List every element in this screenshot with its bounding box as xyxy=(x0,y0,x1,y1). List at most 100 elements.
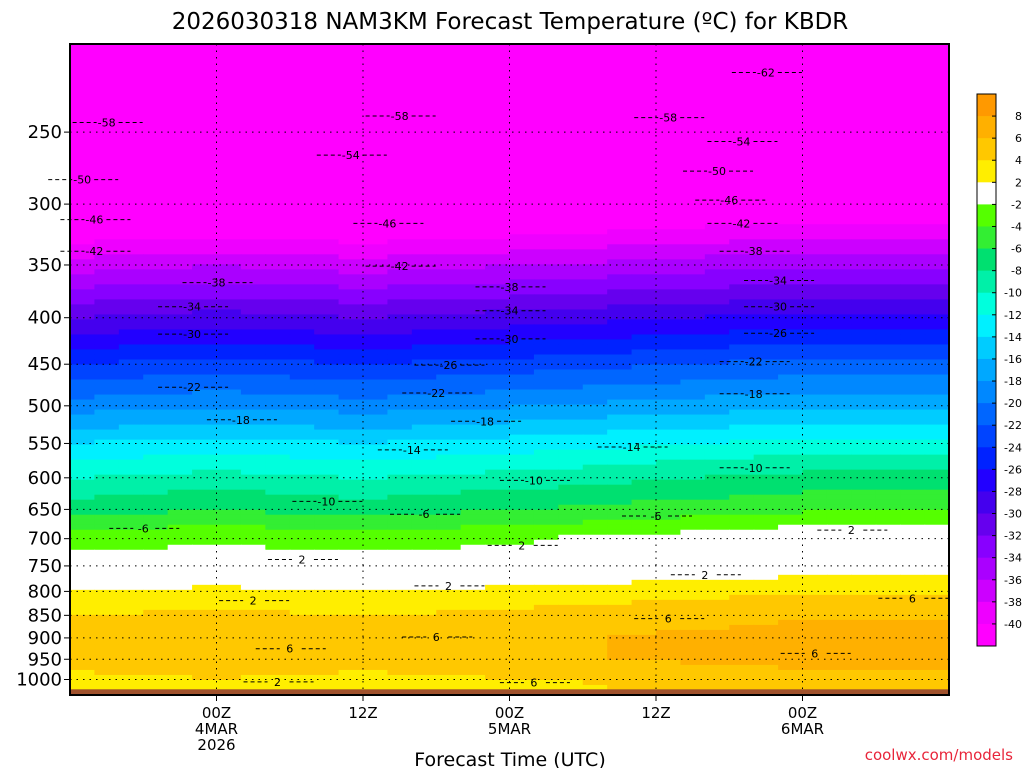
field-cell xyxy=(631,49,657,55)
field-cell xyxy=(289,249,315,255)
field-cell xyxy=(680,64,706,70)
field-cell xyxy=(216,189,242,195)
field-cell xyxy=(729,354,755,361)
field-cell xyxy=(729,249,755,255)
field-cell xyxy=(265,464,291,471)
field-cell xyxy=(338,419,364,426)
field-cell xyxy=(802,649,828,656)
field-cell xyxy=(314,194,340,200)
field-cell xyxy=(363,374,389,381)
field-row xyxy=(70,519,949,526)
field-cell xyxy=(118,409,144,416)
field-cell xyxy=(802,334,828,341)
field-cell xyxy=(314,134,340,140)
field-cell xyxy=(582,184,608,190)
field-cell xyxy=(851,599,877,606)
field-cell xyxy=(631,334,657,341)
field-cell xyxy=(680,624,706,631)
field-cell xyxy=(338,659,364,666)
field-cell xyxy=(118,399,144,406)
field-cell xyxy=(167,609,193,616)
field-cell xyxy=(875,484,901,491)
field-cell xyxy=(411,649,437,656)
field-cell xyxy=(265,429,291,436)
field-cell xyxy=(338,294,364,300)
field-cell xyxy=(289,389,315,396)
field-cell xyxy=(704,659,730,666)
field-cell xyxy=(851,374,877,381)
field-cell xyxy=(607,684,633,691)
field-cell xyxy=(753,359,779,366)
field-cell xyxy=(94,419,120,426)
field-cell xyxy=(607,164,633,170)
field-cell xyxy=(143,374,169,381)
field-cell xyxy=(875,134,901,140)
field-cell xyxy=(509,584,535,591)
field-cell xyxy=(851,79,877,85)
field-cell xyxy=(240,494,266,501)
field-cell xyxy=(192,599,218,606)
field-cell xyxy=(704,529,730,536)
field-cell xyxy=(485,519,511,526)
field-cell xyxy=(338,444,364,451)
field-cell xyxy=(875,489,901,496)
field-cell xyxy=(509,399,535,406)
field-cell xyxy=(558,584,584,591)
field-cell xyxy=(94,209,120,215)
field-cell xyxy=(192,434,218,441)
field-cell xyxy=(924,134,949,140)
field-cell xyxy=(924,64,949,70)
field-cell xyxy=(387,169,413,175)
field-cell xyxy=(70,429,96,436)
field-cell xyxy=(704,89,730,95)
field-cell xyxy=(143,509,169,516)
field-cell xyxy=(314,319,340,326)
field-cell xyxy=(167,529,193,536)
field-cell xyxy=(192,299,218,305)
field-cell xyxy=(656,439,682,446)
field-cell xyxy=(631,124,657,130)
field-cell xyxy=(143,494,169,501)
field-cell xyxy=(656,199,682,205)
field-cell xyxy=(851,359,877,366)
field-cell xyxy=(509,129,535,135)
field-cell xyxy=(70,329,96,336)
field-cell xyxy=(436,609,462,616)
field-cell xyxy=(143,274,169,280)
field-cell xyxy=(802,89,828,95)
field-cell xyxy=(436,344,462,351)
field-cell xyxy=(387,309,413,316)
field-cell xyxy=(216,484,242,491)
field-cell xyxy=(753,239,779,245)
field-cell xyxy=(118,314,144,321)
field-cell xyxy=(289,94,315,100)
field-cell xyxy=(778,434,804,441)
field-cell xyxy=(753,394,779,401)
field-cell xyxy=(875,234,901,240)
field-cell xyxy=(753,124,779,130)
field-cell xyxy=(338,489,364,496)
field-cell xyxy=(240,174,266,180)
field-cell xyxy=(314,344,340,351)
field-cell xyxy=(826,364,852,371)
field-cell xyxy=(680,254,706,260)
field-cell xyxy=(411,414,437,421)
field-cell xyxy=(143,214,169,220)
field-cell xyxy=(704,574,730,581)
field-cell xyxy=(289,454,315,461)
field-cell xyxy=(436,679,462,686)
field-cell xyxy=(240,489,266,496)
field-cell xyxy=(778,49,804,55)
field-cell xyxy=(924,374,949,381)
field-cell xyxy=(509,654,535,661)
field-cell xyxy=(167,509,193,516)
field-cell xyxy=(460,69,486,75)
field-cell xyxy=(118,649,144,656)
field-cell xyxy=(826,99,852,105)
field-cell xyxy=(216,314,242,321)
field-cell xyxy=(900,354,926,361)
field-cell xyxy=(631,234,657,240)
field-cell xyxy=(387,494,413,501)
field-cell xyxy=(485,89,511,95)
field-cell xyxy=(753,214,779,220)
